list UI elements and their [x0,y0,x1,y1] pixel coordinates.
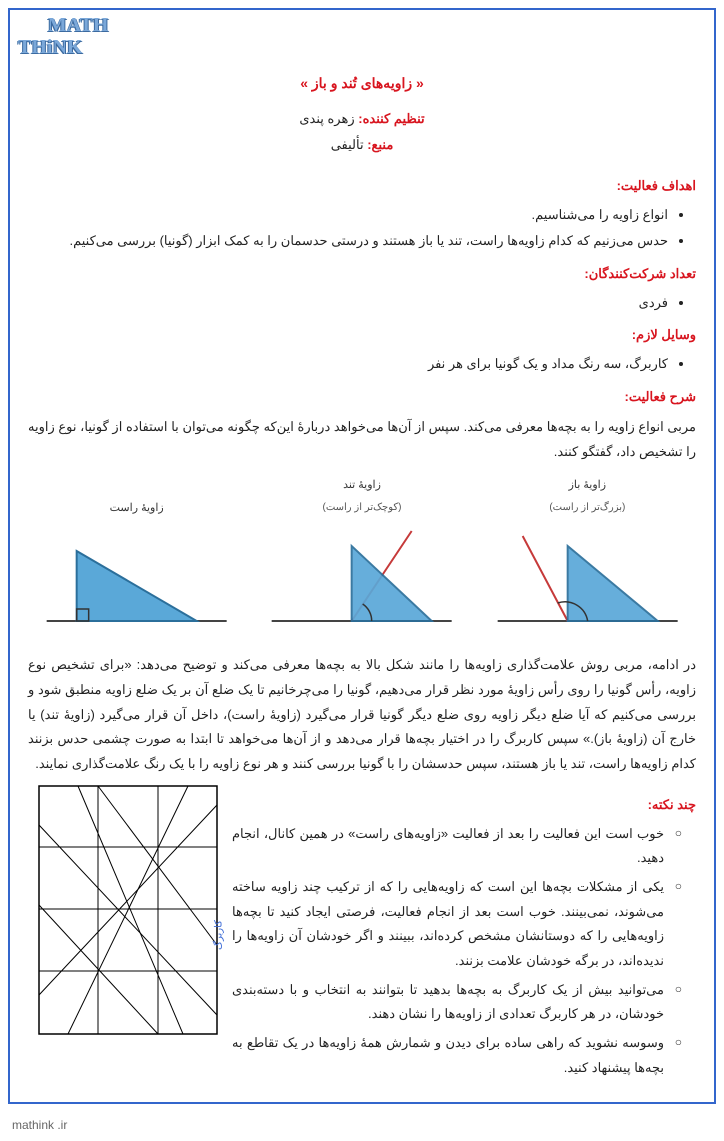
triangle-right-title: زاویهٔ راست [28,498,245,519]
triangle-row: زاویهٔ راست زاویهٔ تند (کوچک‌تر از راست)… [28,475,696,640]
worksheet-svg [38,785,218,1035]
footer-url: mathink .ir [0,1112,724,1141]
brand-logo: MATH THiNK [18,14,108,58]
participants-item: فردی [28,291,668,316]
triangle-acute-title: زاویهٔ تند [253,475,470,496]
source-label: منبع: [367,137,393,152]
goals-item: حدس می‌زنیم که کدام زاویه‌ها راست، تند ی… [28,229,668,254]
page-title: « زاویه‌های تُند و باز » [28,70,696,97]
brand-line1: MATH [18,14,108,36]
notes-heading: چند نکته: [232,793,696,818]
triangle-right-svg [28,521,245,631]
notes-item: وسوسه نشوید که راهی ساده برای دیدن و شما… [232,1031,678,1080]
notes-item: می‌توانید بیش از یک کاربرگ به بچه‌ها بده… [232,978,678,1027]
triangle-obtuse-title: زاویهٔ باز [479,475,696,496]
brand-line2: THiNK [18,36,108,58]
materials-item: کاربرگ، سه رنگ مداد و یک گونیا برای هر ن… [28,352,668,377]
page-frame: MATH THiNK « زاویه‌های تُند و باز » تنظی… [8,8,716,1104]
worksheet-label: کاربرگ [210,920,229,950]
triangle-obtuse-sub: (بزرگ‌تر از راست) [479,498,696,517]
triangle-acute-svg [253,521,470,631]
meta-block: تنظیم کننده: زهره پندی منبع: تألیفی [28,107,696,158]
description-p1: مربی انواع زاویه را به بچه‌ها معرفی می‌ک… [28,415,696,464]
participants-heading: تعداد شرکت‌کنندگان: [28,262,696,287]
participants-list: فردی [28,291,696,316]
triangle-acute-block: زاویهٔ تند (کوچک‌تر از راست) [253,475,470,640]
goals-heading: اهداف فعالیت: [28,174,696,199]
materials-heading: وسایل لازم: [28,323,696,348]
triangle-right-block: زاویهٔ راست [28,498,245,640]
goals-list: انواع زاویه را می‌شناسیم. حدس می‌زنیم که… [28,203,696,254]
triangle-obtuse-block: زاویهٔ باز (بزرگ‌تر از راست) [479,475,696,640]
notes-item: یکی از مشکلات بچه‌ها این است که زاویه‌ها… [232,875,678,974]
materials-list: کاربرگ، سه رنگ مداد و یک گونیا برای هر ن… [28,352,696,377]
notes-list: خوب است این فعالیت را بعد از فعالیت «زاو… [232,822,696,1081]
description-p2: در ادامه، مربی روش علامت‌گذاری زاویه‌ها … [28,653,696,776]
adjuster-label: تنظیم کننده: [358,111,424,126]
triangle-obtuse-svg [479,521,696,631]
adjuster-value: زهره پندی [299,111,354,126]
worksheet-column: کاربرگ [28,785,218,1085]
notes-column: چند نکته: خوب است این فعالیت را بعد از ف… [232,785,696,1085]
triangle-acute-sub: (کوچک‌تر از راست) [253,498,470,517]
goals-item: انواع زاویه را می‌شناسیم. [28,203,668,228]
notes-row: چند نکته: خوب است این فعالیت را بعد از ف… [28,785,696,1085]
description-heading: شرح فعالیت: [28,385,696,410]
notes-item: خوب است این فعالیت را بعد از فعالیت «زاو… [232,822,678,871]
source-value: تألیفی [331,137,364,152]
